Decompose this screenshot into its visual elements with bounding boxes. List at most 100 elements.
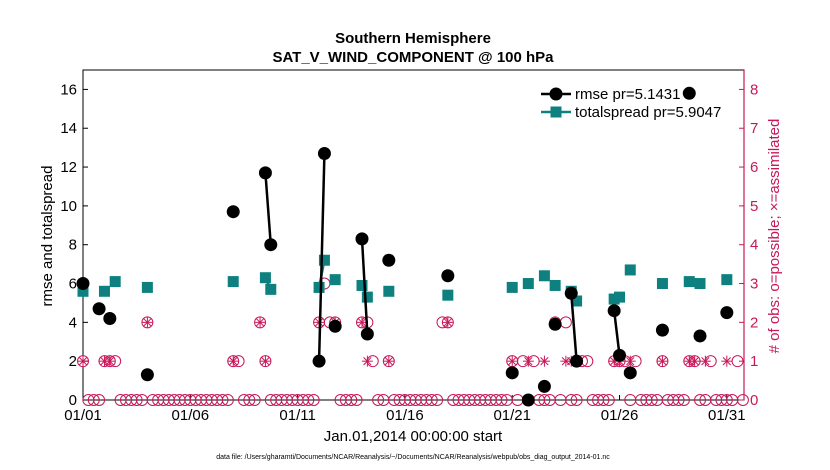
rmse-segment bbox=[612, 310, 621, 356]
obs-assimilated-marker bbox=[442, 316, 454, 328]
obs-assimilated-marker bbox=[259, 355, 271, 367]
obs-assimilated-marker bbox=[254, 316, 266, 328]
totalspread-point bbox=[361, 291, 373, 303]
obs-assimilated-marker bbox=[538, 355, 550, 367]
y-tick-label: 0 bbox=[69, 392, 77, 409]
obs-possible-marker bbox=[221, 394, 234, 406]
obs-possible-marker bbox=[243, 394, 256, 406]
y-axis-right-label: # of obs: o=possible; ×=assimilated bbox=[766, 119, 783, 354]
x-tick-label: 01/11 bbox=[279, 407, 315, 424]
totalspread-point bbox=[506, 281, 518, 293]
y-tick-right-label: 6 bbox=[750, 159, 758, 176]
totalspread-point bbox=[683, 276, 695, 288]
rmse-segment bbox=[360, 238, 369, 335]
rmse-point bbox=[360, 327, 374, 341]
obs-possible-marker bbox=[431, 394, 444, 406]
totalspread-point bbox=[227, 276, 239, 288]
totalspread-point bbox=[522, 278, 534, 290]
rmse-series bbox=[76, 86, 734, 407]
obs-possible-marker bbox=[130, 394, 143, 406]
obs-assimilated-marker bbox=[624, 355, 636, 367]
totalspread-point bbox=[442, 289, 454, 301]
rmse-point bbox=[317, 146, 331, 160]
rmse-point bbox=[258, 166, 272, 180]
totalspread-point bbox=[109, 276, 121, 288]
obs-assimilated-marker bbox=[361, 355, 373, 367]
rmse-point bbox=[103, 311, 117, 325]
totalspread-point bbox=[356, 279, 368, 291]
obs-possible-marker bbox=[570, 394, 583, 406]
y-axis-label: rmse and totalspread bbox=[39, 166, 56, 307]
totalspread-point bbox=[549, 279, 561, 291]
rmse-point bbox=[521, 393, 535, 407]
totalspread-point bbox=[318, 254, 330, 266]
y-tick-right-label: 8 bbox=[750, 81, 758, 98]
obs-assimilated-marker bbox=[689, 355, 701, 367]
footnote: data file: /Users/gharamti/Documents/NCA… bbox=[216, 454, 610, 461]
totalspread-point bbox=[614, 291, 626, 303]
obs-assimilated-marker bbox=[699, 355, 711, 367]
totalspread-point bbox=[265, 283, 277, 295]
totalspread-point bbox=[98, 285, 110, 297]
obs-possible-marker bbox=[597, 394, 610, 406]
obs-assimilated-marker bbox=[104, 355, 116, 367]
legend: rmse pr=5.1431 totalspread pr=5.9047 bbox=[541, 86, 721, 121]
obs-possible-marker bbox=[87, 394, 100, 406]
totalspread-point bbox=[656, 278, 668, 290]
totalspread-point bbox=[329, 274, 341, 286]
rmse-point bbox=[441, 269, 455, 283]
y-tick-label: 6 bbox=[69, 276, 77, 293]
obs-assimilated-marker bbox=[506, 355, 518, 367]
rmse-point bbox=[623, 366, 637, 380]
totalspread-point bbox=[694, 278, 706, 290]
rmse-point bbox=[264, 238, 278, 252]
totalspread-point bbox=[721, 274, 733, 286]
rmse-point bbox=[607, 304, 621, 318]
x-tick-label: 01/16 bbox=[386, 407, 424, 424]
obs-possible-marker bbox=[425, 394, 438, 406]
obs-assimilated-marker bbox=[77, 355, 89, 367]
y-tick-right-label: 1 bbox=[750, 353, 758, 370]
y-tick-right-label: 3 bbox=[750, 276, 758, 293]
rmse-point bbox=[92, 302, 106, 316]
obs-possible-marker bbox=[677, 394, 690, 406]
totalspread-point bbox=[141, 281, 153, 293]
y-tick-label: 16 bbox=[60, 81, 77, 98]
rmse-point bbox=[537, 379, 551, 393]
obs-possible-marker bbox=[645, 394, 658, 406]
obs-possible-marker bbox=[372, 394, 385, 406]
rmse-point bbox=[226, 205, 240, 219]
obs-assimilated-marker bbox=[356, 316, 368, 328]
x-tick-label: 01/21 bbox=[493, 407, 531, 424]
rmse-point bbox=[355, 232, 369, 246]
totalspread-point bbox=[571, 295, 583, 307]
rmse-point bbox=[312, 354, 326, 368]
legend-totalspread-label: totalspread pr=5.9047 bbox=[575, 104, 721, 121]
obs-possible-marker bbox=[307, 394, 320, 406]
rmse-point bbox=[682, 86, 696, 100]
y-tick-label: 8 bbox=[69, 237, 77, 254]
rmse-point bbox=[328, 319, 342, 333]
obs-assimilated-marker bbox=[141, 316, 153, 328]
obs-possible-marker bbox=[602, 394, 615, 406]
obs-assimilated-marker bbox=[522, 355, 534, 367]
y-tick-right-label: 4 bbox=[750, 237, 758, 254]
x-tick-label: 01/31 bbox=[708, 407, 746, 424]
rmse-point bbox=[382, 253, 396, 267]
totalspread-point bbox=[383, 285, 395, 297]
totalspread-point bbox=[313, 281, 325, 293]
x-axis-label: Jan.01,2014 00:00:00 start bbox=[324, 428, 503, 445]
x-tick-label: 01/06 bbox=[172, 407, 210, 424]
x-tick-label: 01/01 bbox=[64, 407, 102, 424]
rmse-segment bbox=[317, 153, 326, 362]
x-axis: 01/01 01/06 01/11 01/16 01/21 01/26 01/31 bbox=[64, 395, 746, 424]
y-tick-label: 14 bbox=[60, 120, 77, 137]
y-tick-label: 12 bbox=[60, 159, 77, 176]
obs-possible-marker bbox=[495, 394, 508, 406]
y-tick-right-label: 7 bbox=[750, 120, 758, 137]
rmse-point bbox=[655, 323, 669, 337]
chart-title: Southern Hemisphere bbox=[335, 30, 491, 47]
totalspread-point bbox=[259, 272, 271, 284]
rmse-point bbox=[720, 306, 734, 320]
